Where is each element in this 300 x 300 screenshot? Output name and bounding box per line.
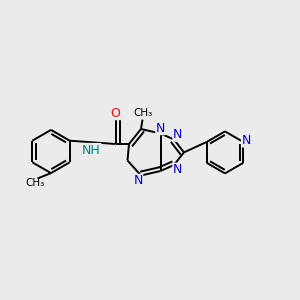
- Text: NH: NH: [82, 143, 101, 157]
- Text: O: O: [111, 106, 120, 120]
- Text: N: N: [173, 128, 182, 141]
- Text: N: N: [242, 134, 251, 147]
- Text: CH₃: CH₃: [133, 108, 152, 118]
- Text: CH₃: CH₃: [25, 178, 44, 188]
- Text: N: N: [173, 163, 182, 176]
- Text: N: N: [156, 122, 165, 135]
- Text: N: N: [133, 174, 143, 188]
